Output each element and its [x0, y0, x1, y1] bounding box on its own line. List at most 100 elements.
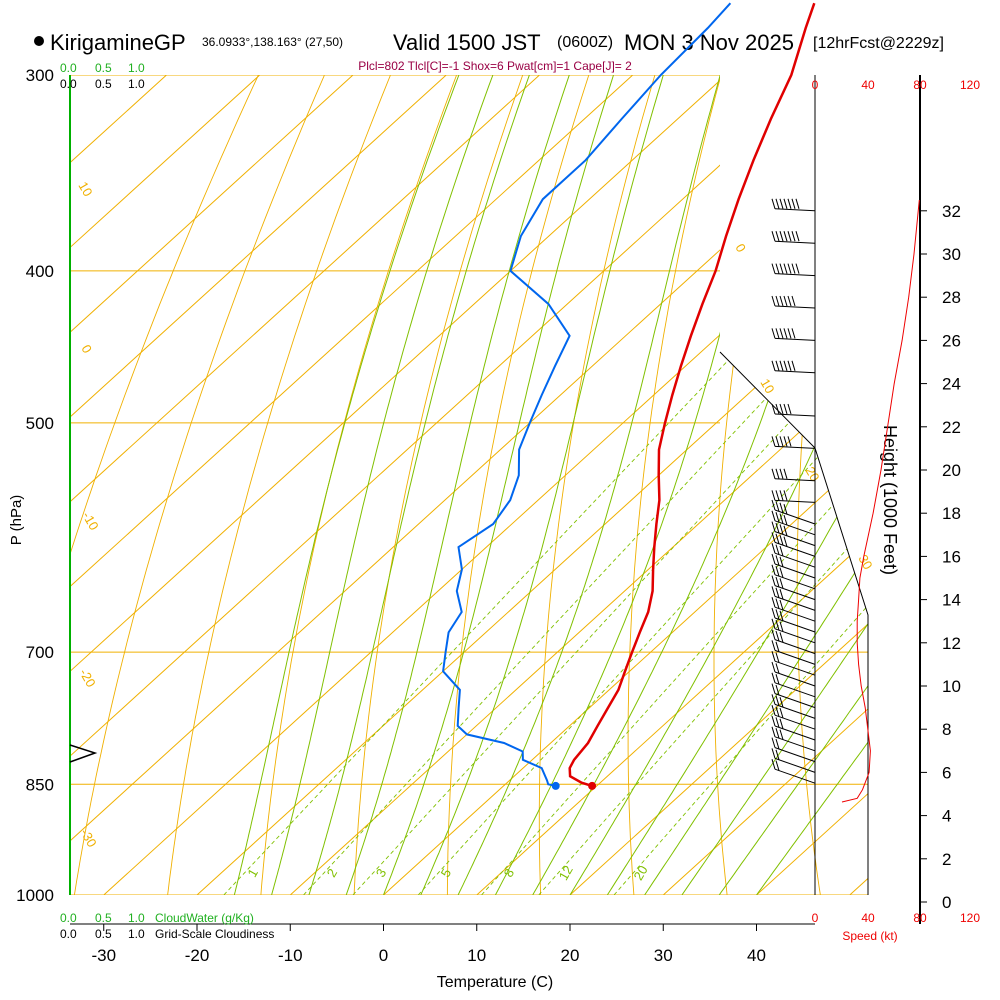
- isotherm-line: [943, 0, 1000, 895]
- isotherm-line: [70, 75, 677, 895]
- isotherm-line: [849, 75, 868, 895]
- wind-barb-staff: [774, 563, 816, 579]
- height-tick-label: 14: [942, 591, 961, 610]
- height-tick-label: 28: [942, 288, 961, 307]
- wind-barb-staff: [774, 747, 816, 763]
- wind-barb-flag: [775, 684, 780, 696]
- surface-temperature-point: [588, 781, 597, 790]
- pressure-tick-label: 1000: [16, 886, 54, 905]
- wind-barb: [771, 295, 816, 309]
- wind-barb-staff: [774, 617, 816, 633]
- x-tick-label: 40: [747, 946, 766, 965]
- isotherm-label: -30: [77, 826, 99, 850]
- station-marker-icon: [34, 36, 44, 46]
- wind-barb-flag: [791, 198, 796, 209]
- moist-adiabat-line: [233, 75, 510, 895]
- wind-barb-flag: [771, 726, 776, 737]
- moist-adiabat-line: [271, 75, 542, 895]
- wind-barb-staff: [774, 208, 816, 212]
- dry-adiabat-line: [73, 75, 381, 895]
- isotherm-label: -20: [76, 666, 98, 690]
- wind-barb-flag: [779, 231, 784, 242]
- wind-barb-flag: [771, 521, 776, 532]
- isotherm-label: 10: [75, 179, 95, 199]
- wind-barb-staff: [774, 768, 816, 784]
- mixing-ratio-label: 12: [556, 863, 576, 883]
- wind-barb: [771, 759, 816, 784]
- wind-barb-staff: [774, 520, 816, 536]
- x-tick-label: 0: [379, 946, 388, 965]
- wind-barb: [771, 715, 816, 741]
- wind-barb-staff: [774, 478, 816, 482]
- wind-barb-flag: [771, 564, 776, 575]
- wind-barb-flag: [771, 586, 776, 597]
- wind-barb-flag: [775, 263, 780, 274]
- wind-barb-flag: [771, 748, 776, 759]
- wind-barb-flag: [771, 328, 776, 339]
- wind-barb-flag: [771, 198, 776, 209]
- dry-adiabat-line: [956, 0, 1000, 895]
- valid-date: MON 3 Nov 2025: [624, 30, 794, 55]
- wind-barb-flag: [787, 295, 792, 307]
- wind-barb-staff: [774, 703, 816, 719]
- valid-time: Valid 1500 JST: [393, 30, 541, 55]
- wind-barb-flag: [779, 263, 784, 274]
- wind-barb-staff: [774, 370, 816, 374]
- wind-speed-series: [719, 199, 920, 895]
- wind-barb-flag: [775, 555, 780, 566]
- isotherm-line: [70, 75, 490, 895]
- surface-dewpoint-point: [551, 781, 560, 790]
- height-tick-label: 2: [942, 850, 951, 869]
- isotherm-line: [70, 75, 584, 895]
- wind-barb-flag: [783, 514, 788, 526]
- speed-ticks-bottom: 0 40 80 120 Speed (kt): [812, 911, 981, 943]
- wind-barb: [771, 672, 816, 698]
- wind-barb-flag: [791, 360, 796, 371]
- wind-barb: [771, 553, 816, 579]
- wind-barb-flag: [783, 525, 788, 536]
- wind-barb-flag: [775, 328, 780, 339]
- x-axis-title: Temperature (C): [437, 974, 553, 991]
- wind-barb-flag: [783, 490, 788, 501]
- wind-barb-flag: [775, 533, 780, 544]
- wind-barb-staff: [774, 649, 816, 665]
- wind-barb-flag: [775, 652, 780, 663]
- background-grid: [70, 0, 1000, 895]
- isotherm-line: [569, 75, 868, 895]
- wind-barb-flag: [771, 436, 776, 447]
- wind-barb: [771, 737, 816, 763]
- mixing-ratio-label: 8: [501, 866, 518, 880]
- wind-barb-flag: [779, 198, 784, 209]
- wind-barb-staff: [774, 660, 816, 676]
- mixing-ratio-label: 20: [630, 863, 650, 883]
- wind-barb-flag: [775, 738, 780, 750]
- wind-barb-flag: [771, 360, 776, 371]
- wind-barb: [771, 231, 816, 244]
- wind-barb-flag: [775, 360, 780, 371]
- wind-barb: [771, 683, 816, 709]
- speed-ticks-top: 0 40 80 120: [812, 78, 981, 92]
- wind-barb-flag: [779, 556, 784, 567]
- wind-barb-flag: [775, 630, 780, 642]
- cloudiness-label: Grid-Scale Cloudiness: [155, 927, 274, 941]
- dewpoint-line: [442, 2, 732, 787]
- isotherm-label: 20: [802, 464, 822, 484]
- height-tick-label: 12: [942, 634, 961, 653]
- height-tick-label: 20: [942, 461, 961, 480]
- wind-barb-staff: [774, 693, 816, 709]
- wind-barb-flag: [787, 328, 792, 339]
- isotherm-line: [662, 75, 868, 895]
- wind-barb-flag: [775, 749, 780, 760]
- isotherm-line: [70, 75, 863, 895]
- wind-barb-flag: [775, 403, 780, 415]
- wind-barb-flag: [779, 524, 784, 535]
- wind-barb-staff: [774, 574, 816, 590]
- wind-barb-flag: [783, 231, 788, 242]
- height-tick-label: 24: [942, 375, 961, 394]
- wind-barb-flag: [783, 328, 788, 339]
- wind-barb-flag: [775, 522, 780, 534]
- moist-adiabat-line: [383, 75, 657, 895]
- wind-barb: [771, 263, 816, 277]
- wind-barb-staff: [774, 531, 816, 547]
- wind-barb-flag: [779, 295, 784, 307]
